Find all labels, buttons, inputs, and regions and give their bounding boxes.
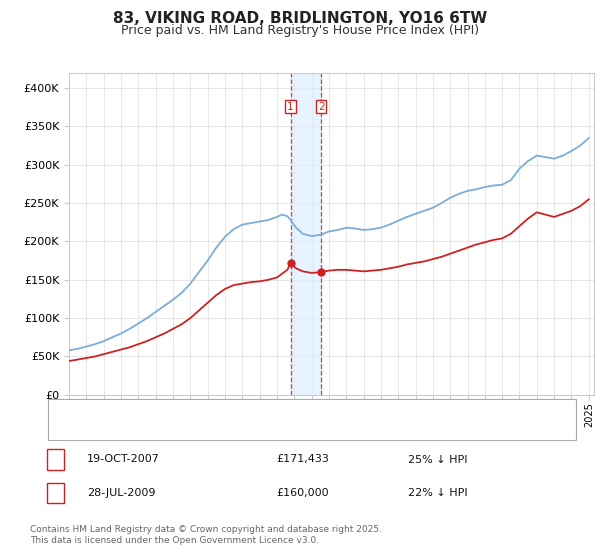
Text: 83, VIKING ROAD, BRIDLINGTON, YO16 6TW: 83, VIKING ROAD, BRIDLINGTON, YO16 6TW	[113, 11, 487, 26]
Text: 28-JUL-2009: 28-JUL-2009	[87, 488, 155, 498]
Text: £160,000: £160,000	[276, 488, 329, 498]
Text: 19-OCT-2007: 19-OCT-2007	[87, 455, 160, 464]
Bar	[290, 73, 321, 395]
Text: Price paid vs. HM Land Registry's House Price Index (HPI): Price paid vs. HM Land Registry's House …	[121, 24, 479, 36]
Text: HPI: Average price, detached house, East Riding of Yorkshire: HPI: Average price, detached house, East…	[93, 424, 430, 435]
Text: 2: 2	[52, 488, 59, 498]
Text: £171,433: £171,433	[276, 455, 329, 464]
Text: Contains HM Land Registry data © Crown copyright and database right 2025.
This d: Contains HM Land Registry data © Crown c…	[30, 525, 382, 545]
Text: 83, VIKING ROAD, BRIDLINGTON, YO16 6TW (detached house): 83, VIKING ROAD, BRIDLINGTON, YO16 6TW (…	[93, 405, 439, 416]
Text: 25% ↓ HPI: 25% ↓ HPI	[408, 455, 467, 464]
Text: 22% ↓ HPI: 22% ↓ HPI	[408, 488, 467, 498]
Text: 1: 1	[52, 455, 59, 464]
Text: 2: 2	[318, 101, 325, 111]
Text: 1: 1	[287, 101, 294, 111]
